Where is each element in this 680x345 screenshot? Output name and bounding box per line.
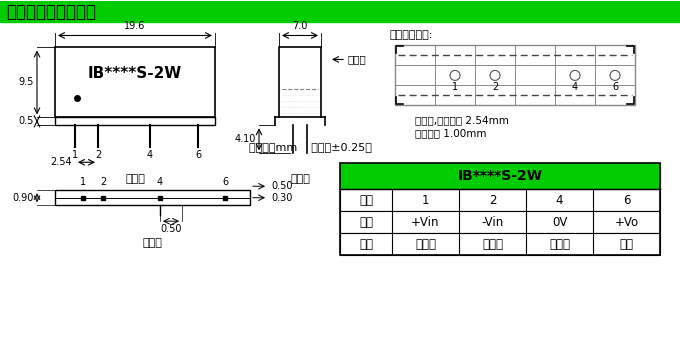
Text: IB****S-2W: IB****S-2W: [458, 169, 543, 183]
Text: 6: 6: [612, 82, 618, 92]
Text: 4: 4: [572, 82, 578, 92]
Text: 9.5: 9.5: [18, 77, 34, 87]
Text: 定义: 定义: [359, 216, 373, 229]
Text: 输出: 输出: [619, 238, 634, 251]
Text: （单位：mm    公差：±0.25）: （单位：mm 公差：±0.25）: [249, 142, 371, 152]
Text: 输入负: 输入负: [482, 238, 503, 251]
Text: 1: 1: [422, 194, 429, 207]
Bar: [395, 46, 635, 105]
Bar: [55, 117, 215, 125]
Text: 19.6: 19.6: [124, 21, 146, 31]
Text: IB****S-2W: IB****S-2W: [88, 66, 182, 81]
Text: 开孔直径 1.00mm: 开孔直径 1.00mm: [415, 128, 486, 138]
Text: 2: 2: [100, 177, 106, 187]
Text: 印字面: 印字面: [348, 55, 367, 65]
Text: 0.30: 0.30: [271, 193, 292, 203]
Text: 输出地: 输出地: [549, 238, 570, 251]
Text: 建议印刷板图:: 建议印刷板图:: [390, 30, 433, 40]
Text: 4: 4: [157, 177, 163, 187]
Text: 2.54: 2.54: [50, 157, 72, 167]
Text: +Vo: +Vo: [615, 216, 639, 229]
Text: 底视图: 底视图: [143, 238, 163, 248]
Text: 输入正: 输入正: [415, 238, 436, 251]
Text: +Vin: +Vin: [411, 216, 440, 229]
Text: 俯视图,栅格间距 2.54mm: 俯视图,栅格间距 2.54mm: [415, 115, 509, 125]
Text: 0.5: 0.5: [18, 116, 34, 126]
Text: 1: 1: [72, 150, 78, 160]
Text: 6: 6: [623, 194, 630, 207]
Text: 4.10: 4.10: [235, 134, 256, 144]
Bar: [340, 233, 660, 255]
Text: 1: 1: [80, 177, 86, 187]
Bar: [340, 189, 660, 211]
Bar: [55, 190, 250, 205]
Text: 0.50: 0.50: [271, 181, 292, 191]
Bar: [279, 48, 321, 117]
Text: 4: 4: [147, 150, 153, 160]
Bar: [340, 163, 660, 189]
Text: 2: 2: [95, 150, 101, 160]
Text: 外观尺寸和引脚定义: 外观尺寸和引脚定义: [6, 2, 96, 20]
Text: 2: 2: [489, 194, 496, 207]
Text: -Vin: -Vin: [481, 216, 504, 229]
Text: 说明: 说明: [359, 238, 373, 251]
Text: 0V: 0V: [551, 216, 567, 229]
Text: 侧视图: 侧视图: [290, 174, 310, 184]
Text: 引脚: 引脚: [359, 194, 373, 207]
Text: 6: 6: [195, 150, 201, 160]
Text: 正视图: 正视图: [125, 174, 145, 184]
Bar: [0, 1, 680, 22]
Text: 0.90: 0.90: [13, 193, 34, 203]
Text: 1: 1: [452, 82, 458, 92]
Text: 7.0: 7.0: [292, 21, 307, 31]
Text: 2: 2: [492, 82, 498, 92]
Bar: [340, 163, 660, 255]
Text: 0.50: 0.50: [160, 224, 182, 234]
Text: 4: 4: [556, 194, 563, 207]
Bar: [55, 48, 215, 117]
Text: 6: 6: [222, 177, 228, 187]
Bar: [340, 211, 660, 233]
